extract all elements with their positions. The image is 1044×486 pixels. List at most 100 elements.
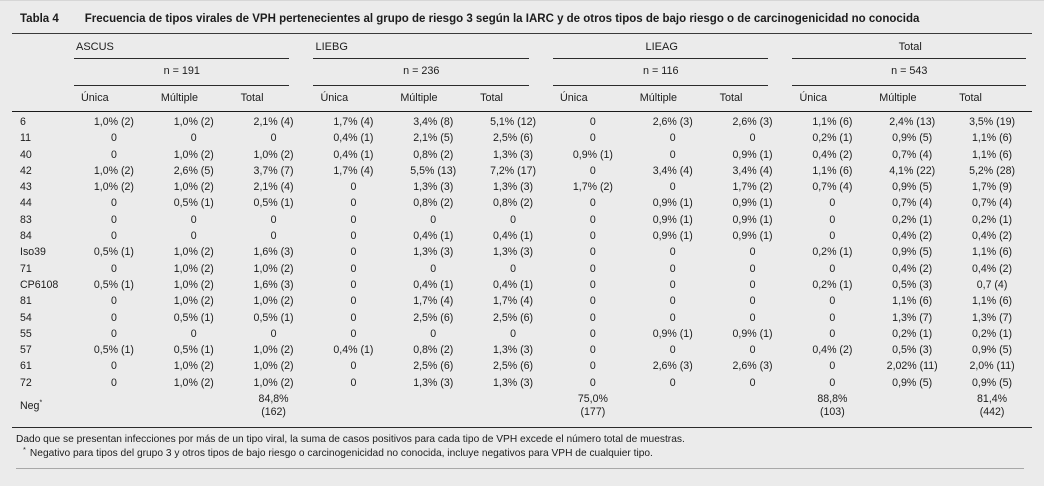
table-cell: 3,4% (8) <box>413 116 454 128</box>
table-cell: 0 <box>190 132 197 145</box>
table-cell: 0 <box>749 295 756 308</box>
column-header: Total <box>952 86 1032 112</box>
table-cell: 0,8% (2) <box>413 197 454 210</box>
table-cell: 1,3% (7) <box>892 311 933 324</box>
asterisk-marker: * <box>39 399 43 407</box>
table-cell: 0,9% (5) <box>972 376 1013 389</box>
table-cell: 1,7% (2) <box>732 181 773 194</box>
row-label: 57 <box>20 344 32 357</box>
table-cell: 7,2% (17) <box>490 164 537 177</box>
table-cell: 2,0% (11) <box>969 360 1015 373</box>
row-label: 43 <box>20 181 32 194</box>
table-cell: 0,9% (1) <box>732 213 773 226</box>
table-cell: 1,0% (2) <box>253 360 294 373</box>
table-cell: 0 <box>350 230 357 243</box>
row-label: CP6108 <box>20 278 59 291</box>
corner-cell <box>12 34 74 59</box>
table-cell: 1,3% (3) <box>413 376 454 389</box>
table-cell <box>154 392 234 427</box>
table-cell: 1,3% (3) <box>493 181 534 194</box>
table-cell: 0,5% (1) <box>253 311 294 324</box>
table-cell <box>473 392 553 427</box>
table-cell: 2,1% (5) <box>413 132 454 145</box>
table-cell: 0,8% (2) <box>413 344 454 357</box>
table-cell: 0,7% (4) <box>972 197 1013 210</box>
table-cell: 1,1% (6) <box>892 295 933 308</box>
group-header-row: ASCUS LIEBG LIEAG Total <box>12 34 1032 59</box>
group-name: LIEBG <box>313 34 529 59</box>
table-cell: 0 <box>430 213 437 226</box>
table-cell: 0 <box>350 262 357 275</box>
table-cell: 0,2% (1) <box>892 213 933 226</box>
table-cell: 0 <box>749 262 756 275</box>
footnote-asterisk: * Negativo para tipos del grupo 3 y otros… <box>16 446 1024 462</box>
table-cell: 5,2% (28) <box>969 164 1016 177</box>
bottom-rule <box>16 467 1024 469</box>
table-cell: 0 <box>110 295 117 308</box>
table-cell: 0 <box>829 360 836 373</box>
table-cell: 0 <box>350 295 357 308</box>
table-cell: 3,4% (4) <box>732 164 773 177</box>
row-label: Iso39 <box>20 246 46 259</box>
table-cell: 1,1% (6) <box>812 116 853 128</box>
column-header: Múltiple <box>153 86 234 112</box>
table-cell: 1,0% (2) <box>173 295 214 308</box>
table-cell: 0,9% (1) <box>652 197 693 210</box>
table-cell: 1,0% (2) <box>93 116 134 128</box>
table-cell: 88,8% (103) <box>817 393 848 419</box>
table-cell: 2,5% (6) <box>493 360 534 373</box>
table-cell: 0,5% (1) <box>173 344 214 357</box>
row-label: 55 <box>20 327 32 340</box>
table-cell: 0,5% (1) <box>173 311 214 324</box>
table-cell: 0 <box>350 246 357 259</box>
table-cell: 0 <box>110 197 117 210</box>
table-cell: 0 <box>589 213 596 226</box>
table-cell: 0,9% (1) <box>732 327 773 340</box>
table-cell: 1,1% (6) <box>972 246 1013 259</box>
table-cell: 0,5% (1) <box>173 197 214 210</box>
table-cell: 0 <box>589 262 596 275</box>
table-cell: 0 <box>749 311 756 324</box>
table-cell: 0,4% (1) <box>413 278 454 291</box>
table-row: 57 0,5% (1) 0,5% (1) 1,0% (2) 0,4% (1) 0,8% (… <box>12 343 1032 359</box>
table-body: 6 1,0% (2) 1,0% (2) 2,1% (4) 1,7% (4) 3,4% (8… <box>12 112 1032 427</box>
table-cell: 0,9% (1) <box>652 230 693 243</box>
table-cell: 0 <box>510 262 516 275</box>
table-cell: 0 <box>829 295 836 308</box>
table-cell: 0 <box>589 278 596 291</box>
table-cell: 2,5% (6) <box>413 360 454 373</box>
table-cell: 2,6% (3) <box>652 116 693 128</box>
table-cell: 2,1% (4) <box>253 181 294 194</box>
sample-size: n = 116 <box>552 59 769 86</box>
column-header: Múltiple <box>393 86 474 112</box>
table-cell: 1,0% (2) <box>173 181 214 194</box>
group-name: ASCUS <box>74 34 290 59</box>
table-cell: 1,1% (6) <box>972 132 1013 145</box>
table-cell: 0,4% (2) <box>892 230 933 243</box>
table-row: 83 0 0 0 0 0 0 0 0,9% (1) 0,9% (1) 0 0,2% (1) 0,2% (… <box>12 212 1032 228</box>
table-cell: 0,2% (1) <box>972 213 1013 226</box>
table-cell: 0 <box>430 262 437 275</box>
table-cell: 1,0% (2) <box>253 376 294 389</box>
table-cell: 0 <box>669 295 676 308</box>
table-cell: 1,0% (2) <box>173 262 214 275</box>
n-lieag: n = 116 <box>552 59 792 86</box>
table-cell: 1,0% (2) <box>253 295 294 308</box>
table-row: 6 1,0% (2) 1,0% (2) 2,1% (4) 1,7% (4) 3,4% (8… <box>12 112 1032 131</box>
table-cell: 1,0% (2) <box>173 360 214 373</box>
table-cell: 2,6% (3) <box>652 360 693 373</box>
table-row: 44 0 0,5% (1) 0,5% (1) 0 0,8% (2) 0,8% (2) 0 0,9… <box>12 196 1032 212</box>
table-cell: 0 <box>589 164 596 177</box>
table-row: 72 0 1,0% (2) 1,0% (2) 0 1,3% (3) 1,3% (3) 0 0 0 0… <box>12 375 1032 391</box>
table-cell: 0,9% (1) <box>732 230 773 243</box>
table-cell: 1,3% (3) <box>413 246 454 259</box>
table-cell: 0,4% (2) <box>812 148 853 161</box>
table-cell: 1,0% (2) <box>173 116 214 128</box>
table-cell: 0 <box>589 230 596 243</box>
table-cell: 0 <box>589 360 596 373</box>
table-cell: 0 <box>510 213 516 226</box>
column-header: Única <box>792 86 873 112</box>
table-cell: 0 <box>110 230 117 243</box>
table-cell: 0 <box>270 132 277 145</box>
